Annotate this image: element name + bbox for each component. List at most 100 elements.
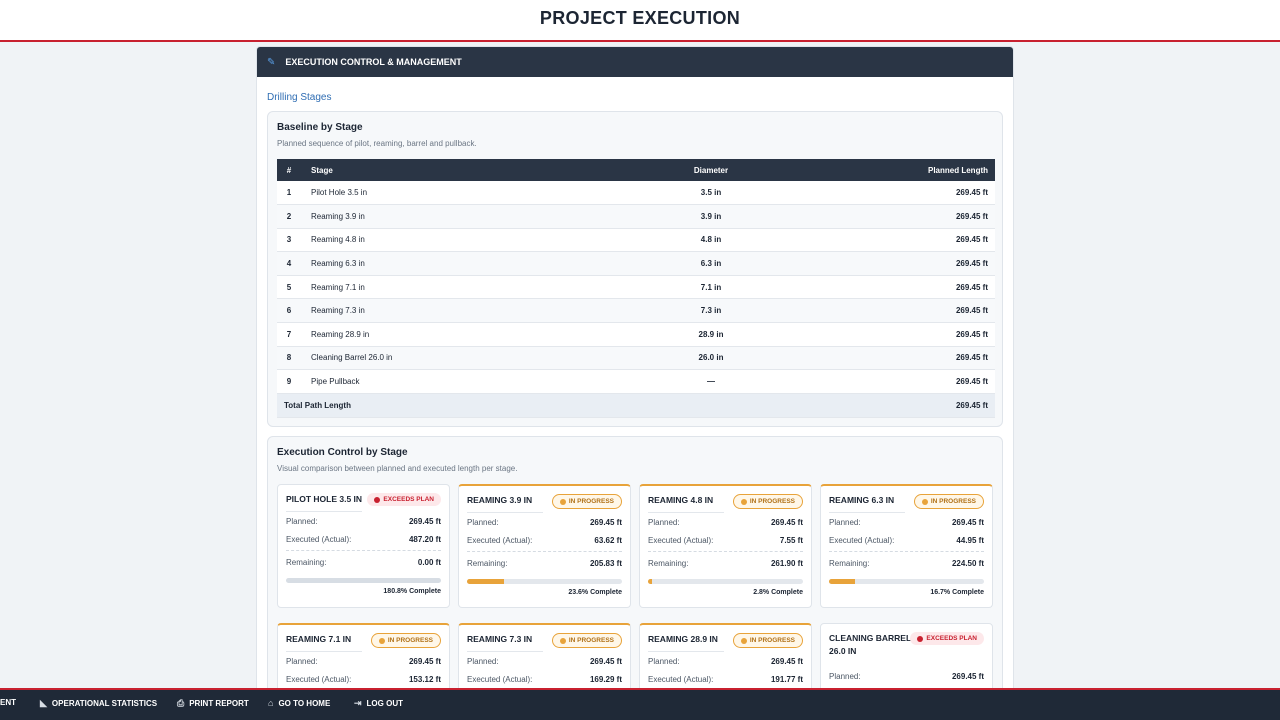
stage-planned-length: 269.45 ft xyxy=(841,298,995,324)
stage-name: Pilot Hole 3.5 in xyxy=(301,181,581,206)
stage-name: Cleaning Barrel 26.0 in xyxy=(301,346,581,371)
status-label: EXCEEDS PLAN xyxy=(383,496,434,503)
table-total-row: Total Path Length 269.45 ft xyxy=(277,393,995,418)
tab-drilling-stages[interactable]: Drilling Stages xyxy=(267,92,332,103)
stage-planned-length: 269.45 ft xyxy=(841,228,995,253)
card-divider xyxy=(286,651,362,652)
column-header-planned-length: Planned Length xyxy=(841,159,995,181)
stage-name: Reaming 7.3 in xyxy=(301,298,581,324)
column-header-stage: Stage xyxy=(301,159,581,181)
planned-label: Planned: xyxy=(286,517,318,526)
table-row: 2 Reaming 3.9 in 3.9 in 269.45 ft xyxy=(277,204,995,229)
remaining-value: 0.00 ft xyxy=(417,558,441,567)
progress-label: 180.8% Complete xyxy=(383,588,441,595)
executed-row: Executed (Actual): 487.20 ft xyxy=(286,535,441,547)
remaining-label: Remaining: xyxy=(829,559,870,568)
baseline-subtitle: Planned sequence of pilot, reaming, barr… xyxy=(277,139,477,148)
stage-card-title: REAMING 4.8 IN xyxy=(648,495,714,505)
total-value: 269.45 ft xyxy=(841,393,995,418)
planned-value: 269.45 ft xyxy=(770,657,803,666)
executed-label: Executed (Actual): xyxy=(829,536,895,545)
stage-card-title: REAMING 7.1 IN xyxy=(286,634,352,644)
status-badge: IN PROGRESS xyxy=(551,494,622,509)
table-row: 9 Pipe Pullback —269.45 ft xyxy=(277,369,995,394)
status-label: IN PROGRESS xyxy=(568,637,614,644)
stage-card: REAMING 3.9 IN IN PROGRESS Planned: 269.45 … xyxy=(458,484,631,608)
status-badge: EXCEEDS PLAN xyxy=(910,632,984,645)
nav-print-report[interactable]: ⎙ PRINT REPORT xyxy=(177,698,249,709)
executed-label: Executed (Actual): xyxy=(467,536,533,545)
remaining-label: Remaining: xyxy=(467,559,508,568)
status-label: IN PROGRESS xyxy=(749,637,795,644)
execution-section: Execution Control by Stage Visual compar… xyxy=(267,436,1003,695)
planned-row: Planned: 269.45 ft xyxy=(829,518,984,530)
progress-label: 2.8% Complete xyxy=(753,589,803,596)
executed-label: Executed (Actual): xyxy=(286,535,352,544)
executed-value: 7.55 ft xyxy=(779,536,803,545)
execution-subtitle: Visual comparison between planned and ex… xyxy=(277,464,518,473)
printer-icon: ⎙ xyxy=(177,698,185,708)
stage-planned-length: 269.45 ft xyxy=(841,369,995,394)
nav-ent[interactable]: ENT xyxy=(0,698,16,707)
status-dot-icon xyxy=(559,637,566,644)
table-row: 4 Reaming 6.3 in 6.3 in 269.45 ft xyxy=(277,251,995,276)
card-divider xyxy=(467,512,543,513)
planned-row: Planned: 269.45 ft xyxy=(829,672,984,684)
row-divider xyxy=(648,551,803,552)
status-label: IN PROGRESS xyxy=(387,637,433,644)
nav-log-out[interactable]: ⇥ LOG OUT xyxy=(354,698,403,709)
stage-planned-length: 269.45 ft xyxy=(841,251,995,276)
planned-row: Planned: 269.45 ft xyxy=(648,657,803,669)
status-dot-icon xyxy=(559,498,566,505)
stage-diameter: 6.3 in xyxy=(581,251,841,276)
status-label: IN PROGRESS xyxy=(568,498,614,505)
card-divider xyxy=(829,512,905,513)
progress-bar xyxy=(829,579,984,584)
remaining-row: Remaining: 261.90 ft xyxy=(648,559,803,571)
column-header-num: # xyxy=(277,159,301,181)
executed-label: Executed (Actual): xyxy=(286,675,352,684)
stage-card-title: REAMING 3.9 IN xyxy=(467,495,533,505)
table-row: 1 Pilot Hole 3.5 in 3.5 in 269.45 ft xyxy=(277,181,995,206)
stage-number: 8 xyxy=(277,346,301,371)
status-dot-icon xyxy=(921,498,928,505)
executed-row: Executed (Actual): 169.29 ft xyxy=(467,675,622,687)
panel-header: ✎ EXECUTION CONTROL & MANAGEMENT xyxy=(257,47,1013,77)
planned-row: Planned: 269.45 ft xyxy=(467,518,622,530)
card-divider xyxy=(648,651,724,652)
progress-bar xyxy=(467,579,622,584)
stage-card: REAMING 4.8 IN IN PROGRESS Planned: 269.45 … xyxy=(639,484,812,608)
card-divider xyxy=(648,512,724,513)
planned-value: 269.45 ft xyxy=(408,657,441,666)
progress-fill xyxy=(467,579,504,584)
planned-label: Planned: xyxy=(648,518,680,527)
row-divider xyxy=(286,550,441,551)
status-label: EXCEEDS PLAN xyxy=(926,635,977,642)
logout-icon: ⇥ xyxy=(354,698,362,708)
table-header-row: # Stage Diameter Planned Length xyxy=(277,159,995,181)
panel-title: EXECUTION CONTROL & MANAGEMENT xyxy=(285,57,462,67)
remaining-label: Remaining: xyxy=(286,558,327,567)
baseline-title: Baseline by Stage xyxy=(277,122,363,133)
planned-value: 269.45 ft xyxy=(951,518,984,527)
nav-go-to-home[interactable]: ⌂ GO TO HOME xyxy=(268,698,330,708)
stage-diameter: — xyxy=(581,369,841,394)
executed-value: 487.20 ft xyxy=(408,535,441,544)
baseline-table: # Stage Diameter Planned Length 1 Pilot H… xyxy=(277,159,995,418)
progress-bar xyxy=(648,579,803,584)
nav-operational-statistics[interactable]: ◣ OPERATIONAL STATISTICS xyxy=(40,698,157,709)
column-header-diameter: Diameter xyxy=(581,159,841,181)
executed-row: Executed (Actual): 7.55 ft xyxy=(648,536,803,548)
planned-value: 269.45 ft xyxy=(408,517,441,526)
status-dot-icon xyxy=(740,498,747,505)
stage-name: Reaming 28.9 in xyxy=(301,322,581,347)
remaining-value: 261.90 ft xyxy=(770,559,803,568)
remaining-label: Remaining: xyxy=(648,559,689,568)
stage-diameter: 4.8 in xyxy=(581,228,841,253)
planned-value: 269.45 ft xyxy=(951,672,984,681)
bottom-nav: ENT ◣ OPERATIONAL STATISTICS ⎙ PRINT REPORT ⌂… xyxy=(0,688,1280,720)
stage-card: REAMING 7.1 IN IN PROGRESS Planned: 269.45 … xyxy=(277,623,450,695)
planned-label: Planned: xyxy=(286,657,318,666)
stage-diameter: 7.3 in xyxy=(581,298,841,324)
stage-diameter: 3.9 in xyxy=(581,204,841,229)
